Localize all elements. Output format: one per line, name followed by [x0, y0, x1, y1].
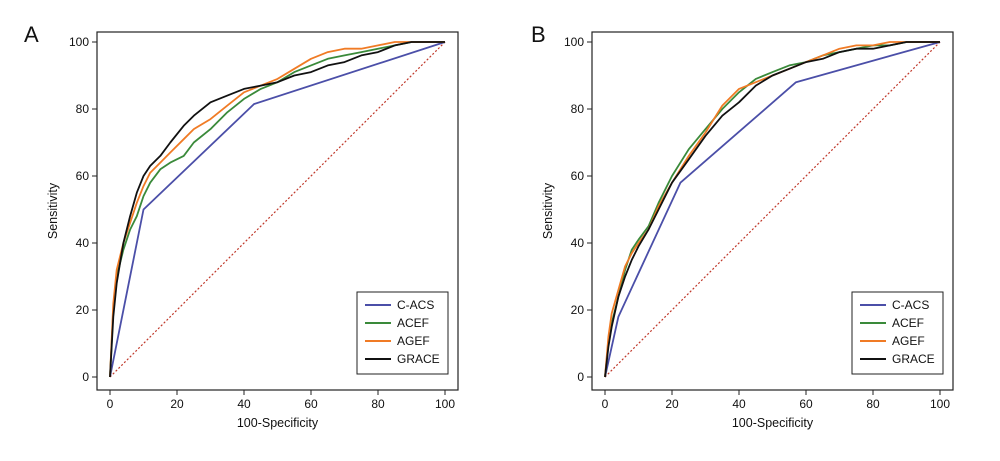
panel-b-y-tick-label: 40 [571, 236, 585, 250]
panel-b-series-grace [604, 41, 940, 378]
panel-b-y-axis-label: Sensitivity [541, 182, 555, 239]
panel-b: B 0 20 40 60 80 100 0 20 40 60 80 100 100-Specificity… [531, 22, 954, 430]
panel-a-plot-frame [96, 31, 459, 391]
panel-b-x-tick-label: 40 [732, 397, 746, 411]
panel-a-y-tick-label: 100 [69, 35, 89, 49]
panel-a-letter: A [24, 22, 39, 47]
panel-a-x-tick-label: 60 [304, 397, 318, 411]
panel-a-series-acef [109, 41, 445, 378]
panel-b-legend-label-agef: AGEF [892, 334, 925, 348]
panel-b-x-axis-label: 100-Specificity [732, 416, 814, 430]
panel-a-y-tick-label: 80 [76, 102, 90, 116]
panel-a-reference-line [109, 41, 446, 378]
panel-a-series-agef [109, 41, 445, 378]
panel-b-x-tick-label: 20 [665, 397, 679, 411]
panel-b-legend-label-grace: GRACE [892, 352, 935, 366]
panel-b-legend: C-ACS ACEF AGEF GRACE [851, 291, 944, 375]
panel-a-y-tick-label: 0 [82, 370, 89, 384]
panel-b-letter: B [531, 22, 546, 47]
panel-b-y-tick-label: 100 [564, 35, 584, 49]
panel-b-x-tick-label: 60 [799, 397, 813, 411]
panel-a-series-c-acs [109, 41, 446, 378]
panel-b-x-tick-label: 100 [930, 397, 950, 411]
panel-b-y-tick-label: 0 [577, 370, 584, 384]
panel-b-reference-line [604, 41, 941, 378]
panel-a-x-axis-label: 100-Specificity [237, 416, 319, 430]
panel-a-y-tick-label: 60 [76, 169, 90, 183]
panel-b-series-agef [604, 41, 940, 378]
panel-a-legend-label-acef: ACEF [397, 316, 429, 330]
panel-a-y-axis-label: Sensitivity [46, 182, 60, 239]
panel-a-legend: C-ACS ACEF AGEF GRACE [356, 291, 449, 375]
panel-a-x-tick-label: 80 [371, 397, 385, 411]
panel-b-y-tick-label: 80 [571, 102, 585, 116]
panel-b-series-c-acs [604, 41, 941, 378]
panel-a-y-tick-label: 40 [76, 236, 90, 250]
panel-b-y-tick-label: 60 [571, 169, 585, 183]
panel-b-legend-label-acef: ACEF [892, 316, 924, 330]
panel-a: A 0 20 40 60 80 100 0 20 40 60 80 100 100-Specificity… [24, 22, 459, 430]
panel-b-legend-label-c-acs: C-ACS [892, 298, 929, 312]
panel-a-x-tick-label: 0 [107, 397, 114, 411]
panel-b-x-tick-label: 0 [602, 397, 609, 411]
panel-b-plot-frame [591, 31, 954, 391]
panel-b-x-tick-label: 80 [866, 397, 880, 411]
panel-a-x-tick-label: 40 [237, 397, 251, 411]
panel-a-y-tick-label: 20 [76, 303, 90, 317]
panel-b-y-tick-label: 20 [571, 303, 585, 317]
panel-a-x-tick-label: 100 [435, 397, 455, 411]
panel-a-x-tick-label: 20 [170, 397, 184, 411]
panel-a-series-grace [109, 41, 445, 378]
panel-a-legend-label-agef: AGEF [397, 334, 430, 348]
panel-a-legend-label-grace: GRACE [397, 352, 440, 366]
panel-a-legend-label-c-acs: C-ACS [397, 298, 434, 312]
